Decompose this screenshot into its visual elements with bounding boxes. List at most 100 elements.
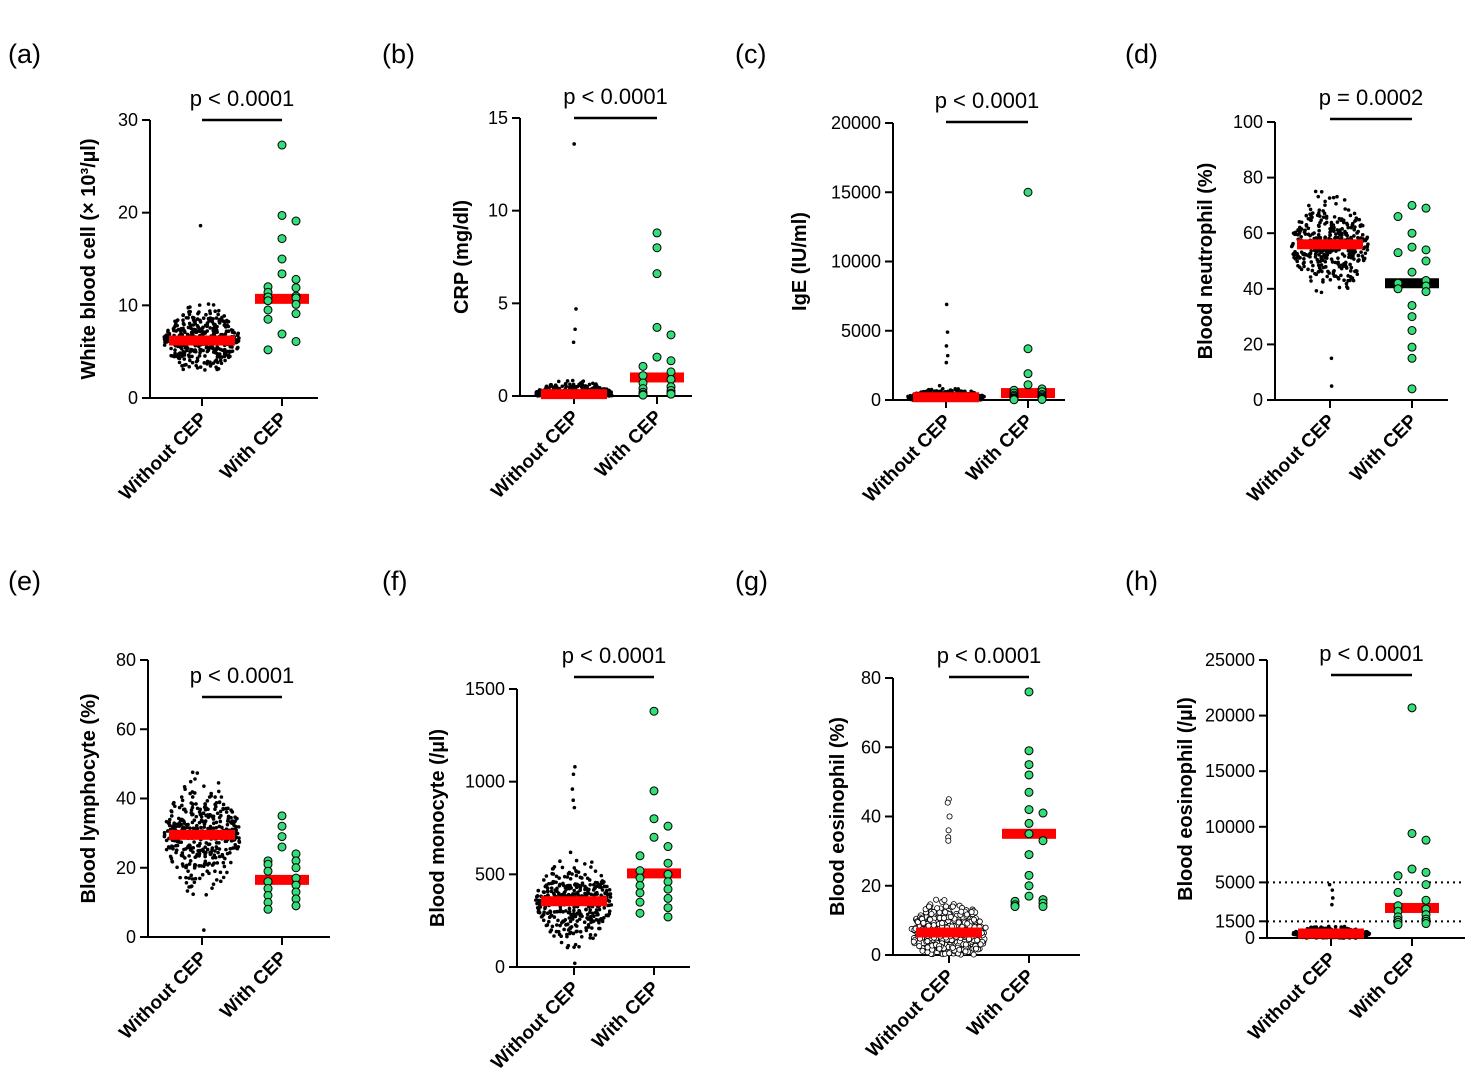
data-point: [1319, 263, 1324, 267]
panel-label: (c): [735, 39, 766, 69]
data-point: [277, 140, 287, 150]
data-point: [225, 822, 230, 827]
data-point: [183, 346, 188, 350]
data-point: [1038, 808, 1048, 818]
data-point: [927, 916, 934, 923]
data-point: [226, 324, 231, 329]
data-point: [1334, 201, 1338, 206]
data-point: [291, 309, 301, 319]
data-point: [1322, 253, 1326, 258]
data-point: [194, 359, 199, 364]
data-point: [204, 312, 208, 317]
data-point: [226, 819, 230, 823]
data-point: [226, 355, 231, 360]
data-point: [572, 866, 577, 870]
p-value-label: p = 0.0002: [1319, 85, 1424, 110]
data-point: [1331, 195, 1336, 200]
data-point: [916, 943, 923, 950]
median-bar: [255, 874, 309, 885]
data-point: [1407, 300, 1417, 310]
data-point: [547, 386, 551, 390]
category-label: Without CEP: [1243, 410, 1339, 506]
data-point: [1339, 925, 1344, 929]
data-point: [1291, 231, 1296, 235]
data-point: [1335, 220, 1340, 224]
y-tick-label: 80: [1243, 168, 1263, 188]
y-tick-label: 15000: [1205, 761, 1255, 781]
data-point: [1308, 233, 1312, 238]
data-point: [588, 882, 592, 887]
panel-label: (d): [1125, 39, 1158, 69]
data-point: [577, 909, 582, 914]
data-point: [167, 823, 172, 828]
data-point: [291, 901, 301, 911]
data-point: [635, 888, 645, 898]
data-point: [1024, 881, 1034, 891]
series-without-cep: [1289, 189, 1370, 388]
data-point: [1321, 215, 1326, 219]
data-point: [962, 948, 969, 955]
series-with-cep: [263, 811, 301, 914]
data-point: [215, 811, 220, 816]
data-point: [192, 840, 196, 844]
data-point: [940, 915, 947, 922]
data-point: [546, 893, 550, 897]
outlier-point: [1330, 888, 1335, 892]
data-point: [263, 904, 273, 914]
data-point: [1339, 273, 1343, 278]
data-point: [203, 368, 207, 372]
median-bar: [1298, 928, 1364, 939]
y-tick-label: 60: [861, 737, 881, 757]
data-point: [663, 821, 673, 831]
median-bar: [1297, 239, 1363, 250]
data-point: [190, 795, 195, 799]
data-point: [1024, 891, 1034, 901]
data-point: [216, 308, 221, 313]
data-point: [560, 865, 565, 870]
data-point: [565, 875, 570, 879]
data-point: [192, 880, 197, 885]
y-tick-label: 30: [118, 110, 138, 130]
median-bar: [541, 896, 607, 907]
data-point: [180, 862, 185, 866]
y-axis-label: White blood cell (× 10³/µl): [78, 139, 100, 380]
data-point: [211, 856, 215, 860]
data-point: [1407, 228, 1417, 238]
outlier-point: [573, 327, 577, 332]
y-tick-label: 0: [498, 386, 508, 406]
outlier-point: [570, 787, 575, 791]
data-point: [1393, 887, 1403, 897]
panel-label: (a): [8, 39, 41, 69]
data-point: [576, 870, 581, 874]
data-point: [1324, 214, 1329, 219]
data-point: [215, 367, 219, 372]
data-point: [1301, 261, 1306, 266]
data-point: [574, 885, 579, 890]
data-point: [1366, 242, 1370, 246]
data-point: [552, 891, 556, 896]
data-point: [1325, 253, 1330, 257]
data-point: [926, 903, 933, 910]
data-point: [583, 872, 587, 877]
data-point: [233, 845, 237, 850]
p-value-label: p < 0.0001: [563, 84, 668, 109]
data-point: [585, 912, 590, 917]
data-point: [541, 918, 546, 923]
data-point: [1024, 787, 1034, 797]
data-point: [1348, 213, 1353, 218]
median-bar: [1385, 278, 1439, 289]
data-point: [1421, 245, 1431, 255]
data-point: [533, 898, 538, 902]
y-tick-label: 10000: [831, 252, 881, 272]
data-point: [570, 872, 574, 876]
data-point: [908, 396, 913, 401]
data-point: [202, 784, 206, 788]
data-point: [188, 358, 192, 363]
data-point: [1338, 228, 1342, 233]
data-point: [291, 336, 301, 346]
data-point: [277, 811, 287, 821]
data-point: [179, 326, 183, 331]
data-point: [205, 847, 210, 852]
data-point: [165, 829, 170, 833]
data-point: [163, 336, 167, 340]
